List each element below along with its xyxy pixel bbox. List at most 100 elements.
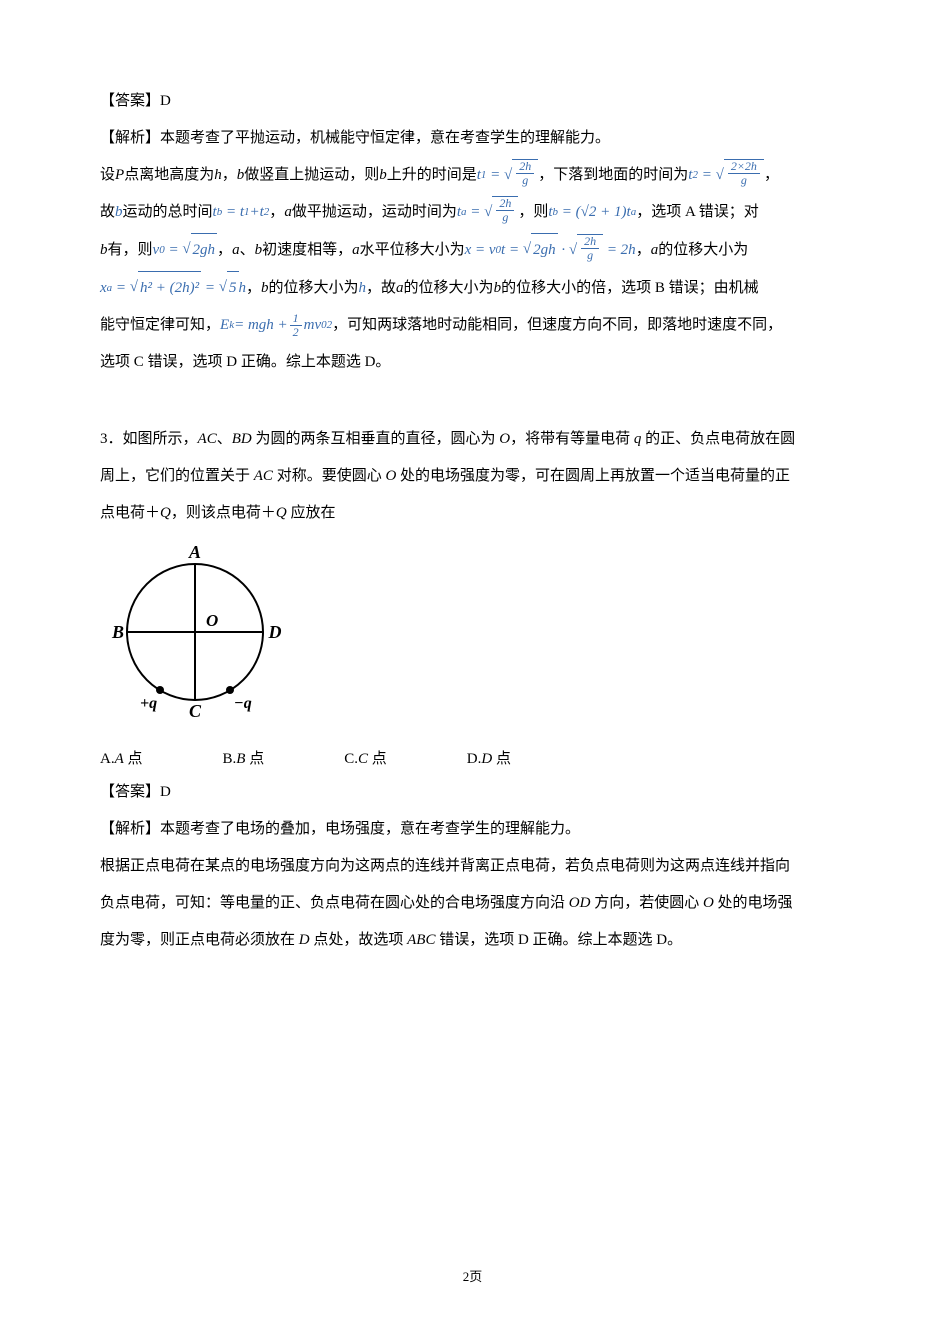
var-od: OD [569,895,591,911]
f-body: h² + (2h)² [138,271,201,305]
f-tail: h [239,272,247,305]
text: 做竖直上抛运动，则 [244,159,379,192]
formula-t1: t1 = √2hg [477,159,539,192]
var-b: b [494,272,502,305]
text: 水平位移大小为 [360,234,465,267]
formula-tb-sum: tb = t1+t2 [213,196,270,229]
f-sub: b [553,200,559,224]
f-den: g [738,174,750,187]
f-t: t [501,234,505,267]
f-lhs: x = v [465,234,496,267]
text: 的位移大小为 [658,234,748,267]
answer3-label: 【答案】D [100,776,845,809]
question-3: 3．如图所示，AC、BD 为圆的两条互相垂直的直径，圆心为 O，将带有等量电荷 … [100,423,845,456]
var-abc: ABC [407,932,435,948]
var-a: a [352,234,360,267]
text: 的位移大小的倍，选项 B 错误；由机械 [501,272,759,305]
text: ， [636,234,651,267]
text: 做平抛运动，运动时间为 [292,196,457,229]
f-num: 2h [516,160,534,174]
question-3-line2: 周上，它们的位置关于 AC 对称。要使圆心 O 处的电场强度为零，可在圆周上再放… [100,460,845,493]
q-number: 3． [100,431,123,447]
formula-ta: ta = √2hg [457,196,519,229]
option-d: D.D 点 [467,743,511,776]
var-a: a [232,234,240,267]
text: ，选项 A 错误；对 [636,196,759,229]
text: 度为零，则正点电荷必须放在 [100,932,299,948]
var-b: b [255,234,263,267]
f-sub: b [217,200,223,224]
text: ，将带有等量电荷 [510,431,634,447]
question-3-line3: 点电荷＋Q，则该点电荷＋Q 应放在 [100,497,845,530]
text: 的位移大小为 [269,272,359,305]
var-o: O [385,468,396,484]
label-o: O [206,611,218,630]
opt-suffix: 点 [124,751,143,767]
solution-line-3: b 有，则 v0 = √2gh ， a 、 b 初速度相等， a 水平位移大小为… [100,233,845,267]
answer3-analysis: 【解析】本题考查了电场的叠加，电场强度，意在考查学生的理解能力。 [100,813,845,846]
answer3-line1: 根据正点电荷在某点的电场强度方向为这两点的连线并背离正点电荷，若负点电荷则为这两… [100,850,845,883]
text: ，下落到地面的时间为 [538,159,688,192]
var-ac: AC [198,431,217,447]
f-sub: 1 [481,163,487,187]
f-plus: + [250,196,260,229]
text: 设 [100,159,115,192]
f-eq: = mgh + [234,309,288,342]
var-Q: Q [276,505,287,521]
solution-line-1: 设 P 点离地高度为 h ， b 做竖直上抛运动，则 b 上升的时间是 t1 =… [100,159,845,192]
var-b: b [379,159,387,192]
var-ac: AC [254,468,273,484]
label-pq: +q [140,695,157,712]
solution-line-5: 能守恒定律可知， Ek = mgh + 12 mv02 ，可知两球落地时动能相同… [100,309,845,342]
f-num: 2h [496,197,514,211]
text: ，则该点电荷＋ [171,505,276,521]
circle-diagram: A B C D O +q −q [100,542,845,735]
var-h: h [359,272,367,305]
text: ， [764,159,779,192]
var-Q: Q [160,505,171,521]
answer-label: 【答案】D [100,85,845,118]
analysis-label: 【解析】 [100,130,160,146]
f-lhs: E [220,309,229,342]
text: 负点电荷，可知：等电量的正、负点电荷在圆心处的合电场强度方向沿 [100,895,569,911]
solution-line-2: 故 b 运动的总时间 tb = t1+t2 ， a 做平抛运动，运动时间为 ta… [100,196,845,229]
text: 点电荷＋ [100,505,160,521]
text: 对称。要使圆心 [273,468,386,484]
var-b: b [100,234,108,267]
formula-tb-ta: tb = (√2 + 1)ta [548,196,636,229]
option-b: B.B 点 [223,743,265,776]
dot-nq [226,686,234,694]
f-num: 2×2h [728,160,760,174]
opt-suffix: 点 [245,751,264,767]
text: ，故 [366,272,396,305]
var-b: b [115,196,123,229]
formula-v0: v0 = √2gh [153,233,218,267]
text: 故 [100,196,115,229]
text: ， [217,234,232,267]
solution-line-6: 选项 C 错误，选项 D 正确。综上本题选 D。 [100,346,845,379]
f-coef: (√2 + 1) [576,196,627,229]
text: 的位移大小为 [404,272,494,305]
opt-letter: B. [223,751,237,767]
text: 、 [217,431,232,447]
f-tail: mv [304,309,322,342]
opt-val: C [358,751,368,767]
var-b: b [237,159,245,192]
analysis-intro: 本题考查了电场的叠加，电场强度，意在考查学生的理解能力。 [160,821,580,837]
label-b: B [111,622,124,642]
f-sub: 2 [692,163,698,187]
analysis-label: 【解析】 [100,821,160,837]
var-d: D [299,932,310,948]
formula-x: x = v0t = √2gh · √2hg = 2h [465,233,636,267]
page-number: 2页 [463,1263,483,1292]
var-h: h [214,159,222,192]
var-a: a [396,272,404,305]
f-body: 2gh [531,233,558,267]
f-sub: 0 [159,238,165,262]
option-c: C.C 点 [344,743,387,776]
var-b: b [261,272,269,305]
opt-suffix: 点 [368,751,387,767]
f-num: 2h [581,235,599,249]
text: 周上，它们的位置关于 [100,468,254,484]
text: 有，则 [108,234,153,267]
